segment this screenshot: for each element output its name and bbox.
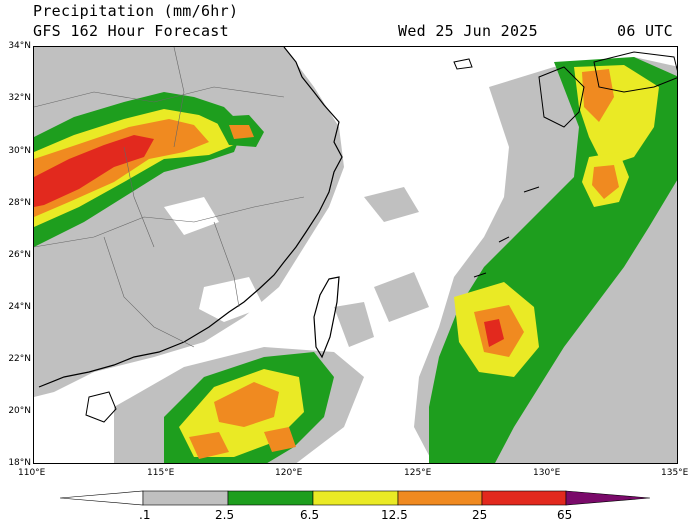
rain-orange-south-3 — [264, 427, 296, 452]
lat-label-24n: 24°N — [8, 302, 31, 312]
colorbar-label-5: 65 — [557, 508, 573, 522]
lat-label-20n: 20°N — [8, 406, 31, 416]
colorbar-segment-6 — [565, 490, 651, 506]
rain-red-east-mid — [484, 319, 504, 347]
rain-red-north — [34, 135, 154, 207]
land-gap-1 — [199, 277, 264, 322]
valid-time: 06 UTC — [617, 22, 673, 40]
coastline — [38, 47, 343, 388]
taiwan-outline — [313, 276, 340, 359]
lat-label-28n: 28°N — [8, 198, 31, 208]
colorbar-label-3: 12.5 — [381, 508, 408, 522]
colorbar-segment-5 — [481, 490, 567, 506]
lon-label-135e: 135°E — [661, 468, 689, 478]
rain-orange-28n — [592, 165, 619, 199]
colorbar-segment-0 — [59, 490, 144, 506]
precipitation-map — [33, 46, 678, 464]
lat-label-22n: 22°N — [8, 354, 31, 364]
lat-label-34n: 34°N — [8, 41, 31, 51]
colorbar-label-1: 2.5 — [215, 508, 235, 522]
colorbar-segment-4 — [397, 490, 483, 506]
ryukyu-islands — [473, 186, 540, 278]
lon-label-125e: 125°E — [404, 468, 432, 478]
colorbar-segment-1 — [142, 490, 229, 506]
lat-label-30n: 30°N — [8, 146, 31, 156]
rain-gray-patch-1 — [364, 187, 419, 222]
rain-gray-patch-3 — [334, 302, 374, 347]
valid-date: Wed 25 Jun 2025 — [398, 22, 538, 40]
land-gap-2 — [164, 197, 219, 235]
honshu-outline — [593, 51, 677, 93]
jeju-outline — [453, 58, 473, 70]
colorbar-label-2: 6.5 — [300, 508, 320, 522]
map-svg — [34, 47, 677, 463]
lat-label-26n: 26°N — [8, 250, 31, 260]
lon-label-110e: 110°E — [18, 468, 46, 478]
hainan-outline — [85, 391, 117, 423]
lon-label-120e: 120°E — [275, 468, 303, 478]
rain-orange-south — [214, 382, 279, 427]
colorbar-label-0: .1 — [139, 508, 151, 522]
map-title: Precipitation (mm/6hr) — [33, 2, 239, 20]
rain-orange-north — [34, 119, 209, 217]
rain-orange-east-china — [229, 125, 254, 139]
kyushu-outline — [538, 66, 585, 128]
rain-orange-east — [582, 69, 614, 122]
rain-gray-patch-2 — [374, 272, 429, 322]
colorbar-label-4: 25 — [472, 508, 488, 522]
model-forecast-label: GFS 162 Hour Forecast — [33, 22, 229, 40]
rain-orange-south-2 — [189, 432, 229, 459]
lon-label-115e: 115°E — [147, 468, 175, 478]
colorbar-segment-2 — [227, 490, 314, 506]
lon-label-130e: 130°E — [533, 468, 561, 478]
colorbar-segment-3 — [312, 490, 399, 506]
province-borders — [34, 47, 305, 348]
lat-label-32n: 32°N — [8, 93, 31, 103]
colorbar — [59, 490, 651, 506]
lat-label-18n: 18°N — [8, 458, 31, 468]
